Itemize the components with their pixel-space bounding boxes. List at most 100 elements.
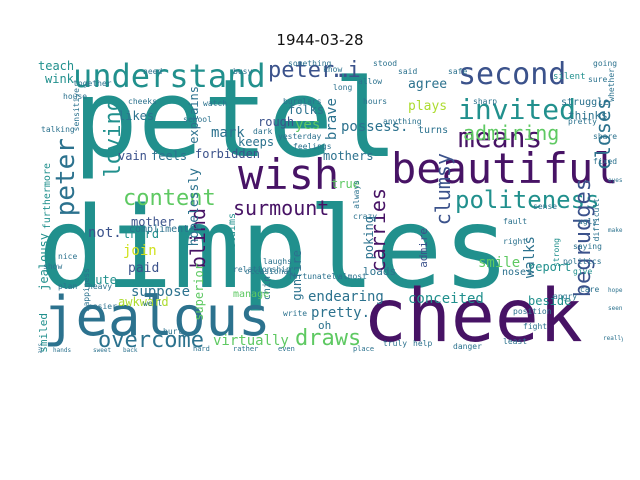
cloud-word: turns [418,125,449,136]
cloud-word: dimples [38,184,511,314]
cloud-word: beautiful [391,144,619,193]
cloud-word: make [608,227,623,234]
cloud-word: admire [417,228,430,268]
cloud-word: occasional [245,267,294,276]
cloud-word: likes [118,109,155,123]
cloud-word: easier [88,302,117,311]
cloud-word: watch [203,99,228,108]
cloud-word: oh [318,319,332,332]
cloud-word: hard [193,345,210,353]
cloud-word: hurt [163,327,183,336]
cloud-word: show [43,262,63,271]
cloud-word: brave [324,98,340,141]
cloud-word: pretty [568,117,597,126]
cloud-word: teach [38,59,75,73]
cloud-word: overcome [98,328,204,353]
cloud-word: busy [233,67,253,76]
cloud-word: admiring [463,121,560,145]
cloud-word: well [143,299,163,308]
cloud-word: something [288,59,332,68]
cloud-word: hours [363,97,388,106]
cloud-word: need [143,67,163,76]
cloud-word: eyes [608,177,623,184]
cloud-word: even [278,345,295,353]
cloud-word: poking [362,216,376,260]
cloud-word: suppose [131,284,191,300]
cloud-word: content [123,186,216,211]
cloud-word: angry [553,292,578,301]
cloud-word: understand [73,58,266,95]
cloud-word: fight [523,322,548,331]
cloud-word: fault [503,217,528,226]
cloud-word: feelings [293,142,332,151]
cloud-word: loads [363,265,397,278]
cloud-word: yes [295,117,321,133]
word-cloud: petel dimples cheek jealous beautiful wish und… [33,58,623,354]
cloud-word: cheeks [128,97,157,106]
cloud-word: paid [128,261,160,276]
cloud-word: invited [458,93,577,126]
cloud-word: long [333,83,353,92]
cloud-word: thinks [568,109,608,122]
cloud-word: care [580,285,600,294]
cloud-word: help [413,339,433,348]
cloud-word: give [573,267,593,276]
cloud-word: surmount [233,196,330,220]
cloud-word: yesterday [278,132,322,141]
cloud-word: difficult [592,198,601,242]
cloud-word: politeness [455,186,600,214]
cloud-word: claims [227,213,238,250]
cloud-word: always [352,180,361,209]
cloud-word: draws [295,326,362,351]
cloud-word: mothers [323,149,374,163]
cloud-word: virtually [213,333,289,349]
cloud-word: peter [51,138,81,217]
cloud-word: hopelessly [187,168,202,247]
cloud-word: clumsy [431,153,455,226]
cloud-word: superior [192,263,206,321]
cloud-word: folks [288,103,325,117]
cloud-word: hope [608,287,623,294]
cloud-word: strong [552,238,561,267]
cloud-word: house [63,92,88,101]
cloud-word: mother [131,215,175,229]
cloud-word: danger [453,342,482,351]
cloud-word: relationship [233,265,291,274]
cloud-word: awkward [118,295,169,309]
cloud-word: saying [573,242,602,251]
cloud-word: sensitive [72,88,81,132]
cloud-word: petel [73,58,399,182]
cloud-word: rough [258,115,295,129]
cloud-word: hands [53,347,72,354]
cloud-word: true [331,177,360,191]
cloud-word: smile [478,255,521,271]
cloud-word: wish [238,150,340,199]
cloud-word: agree [408,77,448,92]
cloud-word: manage [233,289,270,300]
cloud-word: report [528,260,572,274]
cloud-word: truly [383,339,408,348]
cloud-word: almost [338,272,367,281]
cloud-word: beside [528,294,572,308]
cloud-word: back [123,347,138,354]
cloud-word: fortunately [288,272,341,281]
cloud-word: cheek [363,274,583,353]
cloud-word: ugly [578,217,598,226]
cloud-word: struggle [561,97,610,108]
cloud-word: endearing [308,289,384,305]
cloud-word: happiness [82,268,91,312]
cloud-word: nice [58,252,78,261]
cloud-word: mark [211,125,245,141]
chart-title: 1944-03-28 [276,31,364,49]
cloud-word: allow [358,77,383,86]
cloud-word: know [323,65,343,74]
cloud-word: burglars [283,97,322,106]
cloud-word: wink [45,72,74,86]
cloud-word: dark [253,127,273,136]
cloud-word: position [513,307,552,316]
cloud-word: laughs [263,257,292,266]
cloud-word: safe [448,67,468,76]
cloud-word: peter…i [268,58,361,83]
cloud-word: furthermore [42,163,53,230]
cloud-word: possess. [341,119,409,135]
